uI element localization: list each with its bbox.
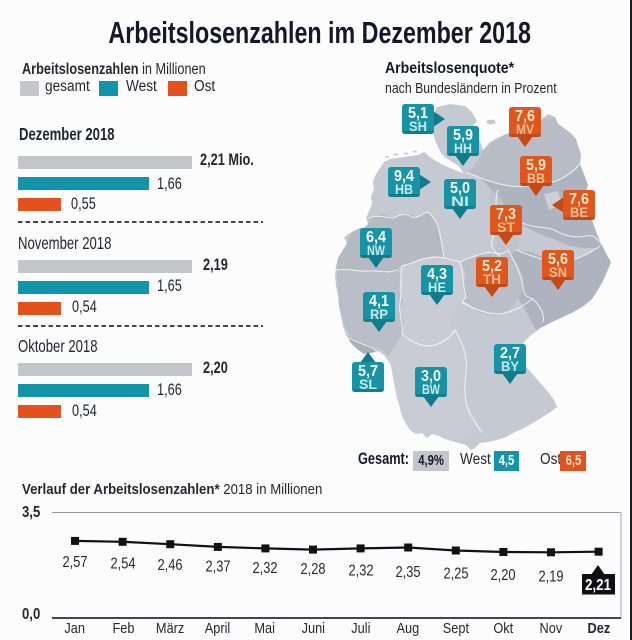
- svg-text:5,6: 5,6: [548, 251, 568, 268]
- svg-text:BW: BW: [422, 381, 441, 397]
- svg-text:SH: SH: [409, 118, 427, 134]
- svg-text:9,4: 9,4: [394, 168, 414, 185]
- svg-text:6,4: 6,4: [366, 229, 386, 246]
- svg-text:2,25: 2,25: [444, 566, 469, 583]
- svg-text:BE: BE: [570, 204, 588, 220]
- svg-text:HB: HB: [395, 181, 413, 197]
- svg-text:BB: BB: [527, 170, 545, 186]
- svg-text:3,0: 3,0: [421, 368, 441, 385]
- svg-text:5,2: 5,2: [482, 258, 502, 275]
- svg-text:5,1: 5,1: [408, 105, 428, 122]
- svg-text:5,9: 5,9: [526, 157, 546, 174]
- svg-text:2,32: 2,32: [349, 563, 374, 580]
- svg-text:2,20: 2,20: [491, 567, 516, 584]
- svg-text:4,1: 4,1: [369, 293, 389, 310]
- svg-text:2,54: 2,54: [111, 556, 136, 573]
- svg-text:NW: NW: [367, 242, 386, 258]
- svg-text:2,21: 2,21: [585, 577, 611, 594]
- svg-text:5,0: 5,0: [450, 180, 470, 197]
- svg-text:4,3: 4,3: [427, 266, 447, 283]
- svg-text:7,3: 7,3: [496, 206, 516, 223]
- svg-text:TH: TH: [483, 271, 501, 287]
- svg-text:2,28: 2,28: [301, 561, 326, 578]
- svg-text:HE: HE: [428, 279, 446, 295]
- svg-text:2,35: 2,35: [396, 564, 421, 581]
- svg-text:SL: SL: [359, 376, 377, 392]
- svg-text:2,32: 2,32: [253, 560, 278, 577]
- svg-text:5,7: 5,7: [358, 363, 378, 380]
- svg-text:2,57: 2,57: [63, 554, 88, 571]
- svg-text:MV: MV: [516, 121, 535, 137]
- svg-text:7,6: 7,6: [569, 191, 589, 208]
- svg-text:2,19: 2,19: [539, 569, 564, 586]
- svg-text:ST: ST: [497, 219, 515, 235]
- svg-text:SN: SN: [549, 264, 567, 280]
- svg-text:RP: RP: [370, 306, 388, 322]
- svg-text:HH: HH: [454, 140, 472, 156]
- svg-text:5,9: 5,9: [453, 127, 473, 144]
- svg-text:2,37: 2,37: [206, 558, 231, 575]
- svg-text:2,7: 2,7: [500, 345, 520, 362]
- svg-text:BY: BY: [501, 358, 520, 374]
- svg-text:NI: NI: [451, 193, 469, 209]
- svg-text:7,6: 7,6: [515, 108, 535, 125]
- svg-text:2,46: 2,46: [158, 557, 183, 574]
